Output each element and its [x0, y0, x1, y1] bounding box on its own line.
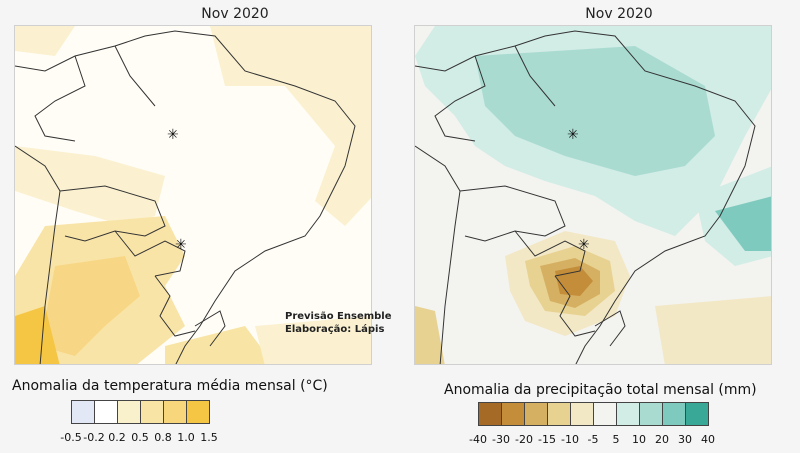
legend-swatch [524, 402, 548, 426]
legend-tick-label: -10 [561, 433, 579, 446]
legend-tick-label: 30 [678, 433, 692, 446]
legend-tick-label: 1.5 [200, 431, 218, 444]
temperature-color-scale [71, 400, 210, 424]
legend-swatch [117, 400, 141, 424]
legend-swatch [94, 400, 118, 424]
legend-tick-label: 20 [655, 433, 669, 446]
legend-tick-label: 10 [632, 433, 646, 446]
legend-tick-label: -5 [587, 433, 599, 446]
temperature-anomaly-map: ✳ ✳ [14, 25, 372, 365]
legend-tick-label: 0.5 [131, 431, 149, 444]
temperature-legend-title: Anomalia da temperatura média mensal (°C… [12, 378, 328, 394]
legend-swatch [478, 402, 502, 426]
legend-tick-label: -30 [492, 433, 510, 446]
legend-tick-label: -0.5 [60, 431, 82, 444]
marker-north: ✳ [167, 127, 179, 143]
legend-swatch [616, 402, 640, 426]
credits-line: Elaboração: Lápis [285, 324, 385, 335]
legend-tick-label: -20 [515, 433, 533, 446]
marker-south: ✳ [578, 237, 590, 253]
legend-tick-label: 0.8 [154, 431, 172, 444]
legend-swatch [140, 400, 164, 424]
temperature-map-title: Nov 2020 [201, 6, 269, 22]
legend-swatch [570, 402, 594, 426]
legend-swatch [186, 400, 210, 424]
forecast-source-line: Previsão Ensemble [285, 311, 392, 322]
legend-swatch [71, 400, 95, 424]
legend-swatch [163, 400, 187, 424]
legend-swatch [685, 402, 709, 426]
marker-south: ✳ [175, 237, 187, 253]
marker-north: ✳ [567, 127, 579, 143]
legend-tick-label: -40 [469, 433, 487, 446]
precipitation-anomaly-map: ✳ ✳ [414, 25, 772, 365]
legend-swatch [547, 402, 571, 426]
legend-swatch [639, 402, 663, 426]
precipitation-legend-title: Anomalia da precipitação total mensal (m… [444, 382, 757, 398]
legend-tick-label: -0.2 [83, 431, 105, 444]
legend-tick-label: 5 [612, 433, 620, 446]
legend-tick-label: 40 [701, 433, 715, 446]
legend-swatch [662, 402, 686, 426]
legend-tick-label: -15 [538, 433, 556, 446]
legend-swatch [593, 402, 617, 426]
legend-tick-label: 0.2 [108, 431, 126, 444]
legend-tick-label: 1.0 [177, 431, 195, 444]
precipitation-color-scale [478, 402, 709, 426]
legend-swatch [501, 402, 525, 426]
precipitation-map-title: Nov 2020 [585, 6, 653, 22]
